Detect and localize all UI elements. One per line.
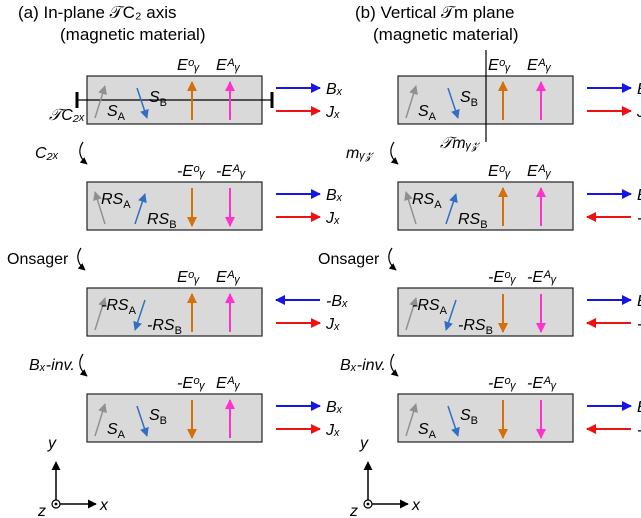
ey-anomalous-label: -Eᴬᵧ — [527, 375, 557, 392]
tc2x-axis-label: 𝒯C₂ₓ — [49, 107, 85, 124]
step-row-1: EᵒᵧEᴬᵧ𝒯mᵧ𝓏SASBBₓJₓ — [397, 50, 641, 152]
jx-label: Jₓ — [325, 210, 340, 227]
curved-arrow-icon — [390, 141, 399, 165]
spin-a-label: -RSA — [101, 297, 137, 317]
bx-label: Bₓ — [326, 81, 343, 98]
step-label: C₂ₓ — [35, 145, 59, 162]
ey-orbital-label: -Eᵒᵧ — [177, 375, 205, 392]
jx-label: -Jₓ — [637, 210, 641, 227]
step-label: mᵧ𝓏 — [346, 145, 374, 162]
y-axis-label-b: y — [359, 435, 369, 452]
jx-label: -Jₓ — [637, 316, 641, 333]
bx-label: Bₓ — [637, 399, 641, 416]
spin-b-label: RSB — [458, 211, 488, 231]
spin-b-label: -RSB — [458, 317, 493, 337]
panel-b-subtitle: (magnetic material) — [373, 25, 519, 44]
y-axis-label-a: y — [47, 435, 57, 452]
ey-orbital-label: -Eᵒᵧ — [488, 269, 516, 286]
step-label: Onsager — [7, 251, 69, 268]
panel-a-title: (a) In-plane 𝒯C₂ axis — [18, 3, 177, 22]
ey-anomalous-label: Eᴬᵧ — [216, 269, 241, 286]
z-axis-label-a: z — [37, 503, 46, 518]
spin-b-label: RSB — [147, 211, 177, 231]
jx-label: Jₓ — [325, 104, 340, 121]
spin-b-arrow — [444, 299, 457, 331]
step-label: Onsager — [318, 251, 380, 268]
jx-label: Jₓ — [325, 316, 340, 333]
spin-a-arrow — [404, 191, 417, 225]
x-axis-label-a: x — [99, 497, 109, 514]
ey-anomalous-label: Eᴬᵧ — [216, 57, 241, 74]
spin-a-label: -RSA — [412, 297, 448, 317]
spin-a-arrow — [94, 85, 107, 119]
spin-b-arrow — [447, 405, 460, 437]
x-axis-label-b: x — [411, 497, 421, 514]
ey-orbital-label: -Eᵒᵧ — [488, 375, 516, 392]
bx-label: -Bₓ — [326, 293, 348, 310]
ey-anomalous-label: Eᴬᵧ — [216, 375, 241, 392]
spin-b-arrow — [445, 193, 458, 225]
step-row-2: mᵧ𝓏EᵒᵧEᴬᵧRSARSBBₓ-Jₓ — [346, 141, 641, 231]
ey-anomalous-label: -Eᴬᵧ — [216, 163, 246, 180]
panel-b-title: (b) Vertical 𝒯m plane — [355, 3, 514, 22]
spin-b-label: -RSB — [147, 317, 182, 337]
spin-b-arrow — [136, 405, 149, 437]
jx-label: Jₓ — [325, 422, 340, 439]
bx-label: Bₓ — [637, 293, 641, 310]
spin-a-arrow — [405, 297, 418, 331]
ey-anomalous-label: -Eᴬᵧ — [527, 269, 557, 286]
spin-b-arrow — [134, 193, 147, 225]
spin-a-arrow — [405, 403, 418, 437]
ey-anomalous-label: Eᴬᵧ — [527, 57, 552, 74]
curved-arrow-icon — [77, 247, 86, 271]
ey-orbital-label: -Eᵒᵧ — [177, 163, 205, 180]
jx-label: -Jₓ — [637, 422, 641, 439]
curved-arrow-icon — [79, 141, 88, 165]
spin-b-arrow — [136, 87, 149, 119]
spin-a-arrow — [94, 403, 107, 437]
tm-plane-label: 𝒯mᵧ𝓏 — [440, 135, 480, 152]
ey-orbital-label: Eᵒᵧ — [488, 57, 511, 74]
z-axis-label-b: z — [349, 503, 358, 518]
spin-b-arrow — [133, 299, 146, 331]
spin-a-arrow — [93, 191, 106, 225]
panel-a-subtitle: (magnetic material) — [60, 25, 206, 44]
ey-anomalous-label: Eᴬᵧ — [527, 163, 552, 180]
jx-label: Jₓ — [636, 104, 641, 121]
bx-label: Bₓ — [326, 187, 343, 204]
curved-arrow-icon — [79, 353, 88, 377]
step-row-3: Onsager Eᵒᵧ Eᴬᵧ -RSA -RSB -Bₓ Jₓ — [7, 247, 348, 337]
coordinate-axes-b: y x z — [349, 435, 421, 518]
panel-b: EᵒᵧEᴬᵧ𝒯mᵧ𝓏SASBBₓJₓmᵧ𝓏EᵒᵧEᴬᵧRSARSBBₓ-JₓOn… — [318, 50, 641, 443]
coordinate-axes-a: y x z — [37, 435, 109, 518]
bx-label: Bₓ — [637, 187, 641, 204]
ey-orbital-label: Eᵒᵧ — [177, 57, 200, 74]
bx-label: Bₓ — [326, 399, 343, 416]
spin-a-arrow — [405, 85, 418, 119]
curved-arrow-icon — [390, 353, 399, 377]
curved-arrow-icon — [388, 247, 397, 271]
step-row-3: Onsager -Eᵒᵧ -Eᴬᵧ -RSA -RSB Bₓ -Jₓ — [318, 247, 641, 337]
step-label: Bₓ-inv. — [29, 357, 75, 374]
ey-orbital-label: Eᵒᵧ — [177, 269, 200, 286]
spin-b-arrow — [447, 87, 460, 119]
ey-orbital-label: Eᵒᵧ — [488, 163, 511, 180]
bx-label: Bₓ — [637, 81, 641, 98]
step-label: Bₓ-inv. — [340, 357, 386, 374]
spin-a-arrow — [94, 297, 107, 331]
